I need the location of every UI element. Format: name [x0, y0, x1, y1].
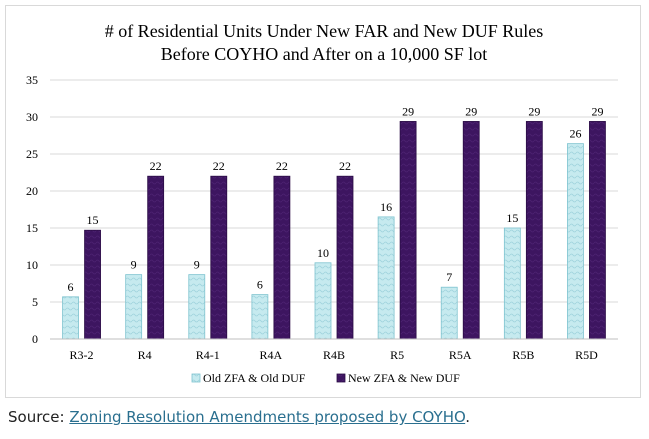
- data-label: 26: [569, 127, 581, 141]
- y-tick-label: 30: [26, 110, 38, 124]
- data-label: 22: [276, 159, 288, 173]
- data-label: 29: [465, 104, 477, 118]
- data-label: 29: [591, 104, 603, 118]
- bar-old: [125, 274, 143, 340]
- chart-frame: # of Residential Units Under New FAR and…: [5, 5, 641, 398]
- chart-title-line-1: # of Residential Units Under New FAR and…: [105, 21, 544, 41]
- source-prefix: Source:: [8, 408, 70, 426]
- source-note: Source: Zoning Resolution Amendments pro…: [8, 408, 470, 426]
- data-labels: 6 15 9 22 9 22 6 22 10 22 16 29 7 29 15 29 26 29: [68, 104, 604, 293]
- gridlines: [50, 79, 618, 340]
- x-tick-label: R4: [138, 348, 152, 362]
- y-tick-label: 25: [26, 147, 38, 161]
- data-label: 16: [380, 200, 392, 214]
- y-tick-label: 20: [26, 184, 38, 198]
- y-tick-label: 10: [26, 258, 38, 272]
- bar-new: [147, 175, 165, 340]
- data-label: 15: [87, 213, 99, 227]
- x-tick-label: R4A: [260, 348, 283, 362]
- data-label: 9: [194, 258, 200, 272]
- bar-new: [84, 229, 101, 340]
- data-label: 29: [528, 104, 540, 118]
- bar-old: [188, 274, 206, 340]
- bar-chart: # of Residential Units Under New FAR and…: [26, 21, 618, 385]
- data-label: 15: [506, 211, 518, 225]
- bar-old: [377, 216, 395, 340]
- source-suffix: .: [465, 408, 470, 426]
- bar-old: [314, 262, 332, 340]
- x-tick-label: R5B: [512, 348, 534, 362]
- data-label: 6: [257, 278, 263, 292]
- data-label: 9: [131, 258, 137, 272]
- bar-new: [336, 175, 354, 340]
- bar-new: [273, 175, 291, 340]
- x-tick-label: R3-2: [70, 348, 94, 362]
- bar-new: [462, 121, 480, 340]
- y-tick-label: 35: [26, 73, 38, 87]
- x-tick-label: R5A: [449, 348, 472, 362]
- bar-old: [440, 286, 458, 340]
- bar-old: [567, 143, 584, 340]
- source-link[interactable]: Zoning Resolution Amendments proposed by…: [69, 408, 466, 426]
- x-tick-label: R4B: [323, 348, 345, 362]
- bar-old: [251, 294, 269, 340]
- legend-new-swatch: [336, 373, 346, 383]
- y-tick-label: 15: [26, 221, 38, 235]
- data-label: 22: [150, 159, 162, 173]
- data-label: 10: [317, 246, 329, 260]
- legend-old-label: Old ZFA & Old DUF: [203, 371, 306, 385]
- bar-new: [210, 175, 228, 340]
- data-label: 22: [213, 159, 225, 173]
- legend: Old ZFA & Old DUF New ZFA & New DUF: [191, 371, 460, 385]
- data-label: 29: [402, 104, 414, 118]
- legend-new-label: New ZFA & New DUF: [348, 371, 460, 385]
- legend-old-swatch: [191, 373, 201, 383]
- bar-old: [503, 227, 521, 340]
- x-tick-label: R5D: [575, 348, 598, 362]
- bar-old: [62, 296, 79, 340]
- data-label: 22: [339, 159, 351, 173]
- bar-new: [525, 121, 543, 340]
- chart-title-line-2: Before COYHO and After on a 10,000 SF lo…: [161, 44, 487, 64]
- bar-new: [399, 121, 417, 340]
- x-tick-label: R4-1: [196, 348, 220, 362]
- data-label: 6: [68, 280, 74, 294]
- axes: 0 5 10 15 20 25 30 35 R3-2 R4 R4-1 R4A R4B R5 R5A R5B R5…: [26, 73, 618, 362]
- y-tick-label: 0: [32, 332, 38, 346]
- y-tick-label: 5: [32, 295, 38, 309]
- x-tick-label: R5: [390, 348, 404, 362]
- bar-new: [589, 121, 606, 340]
- data-label: 7: [446, 270, 452, 284]
